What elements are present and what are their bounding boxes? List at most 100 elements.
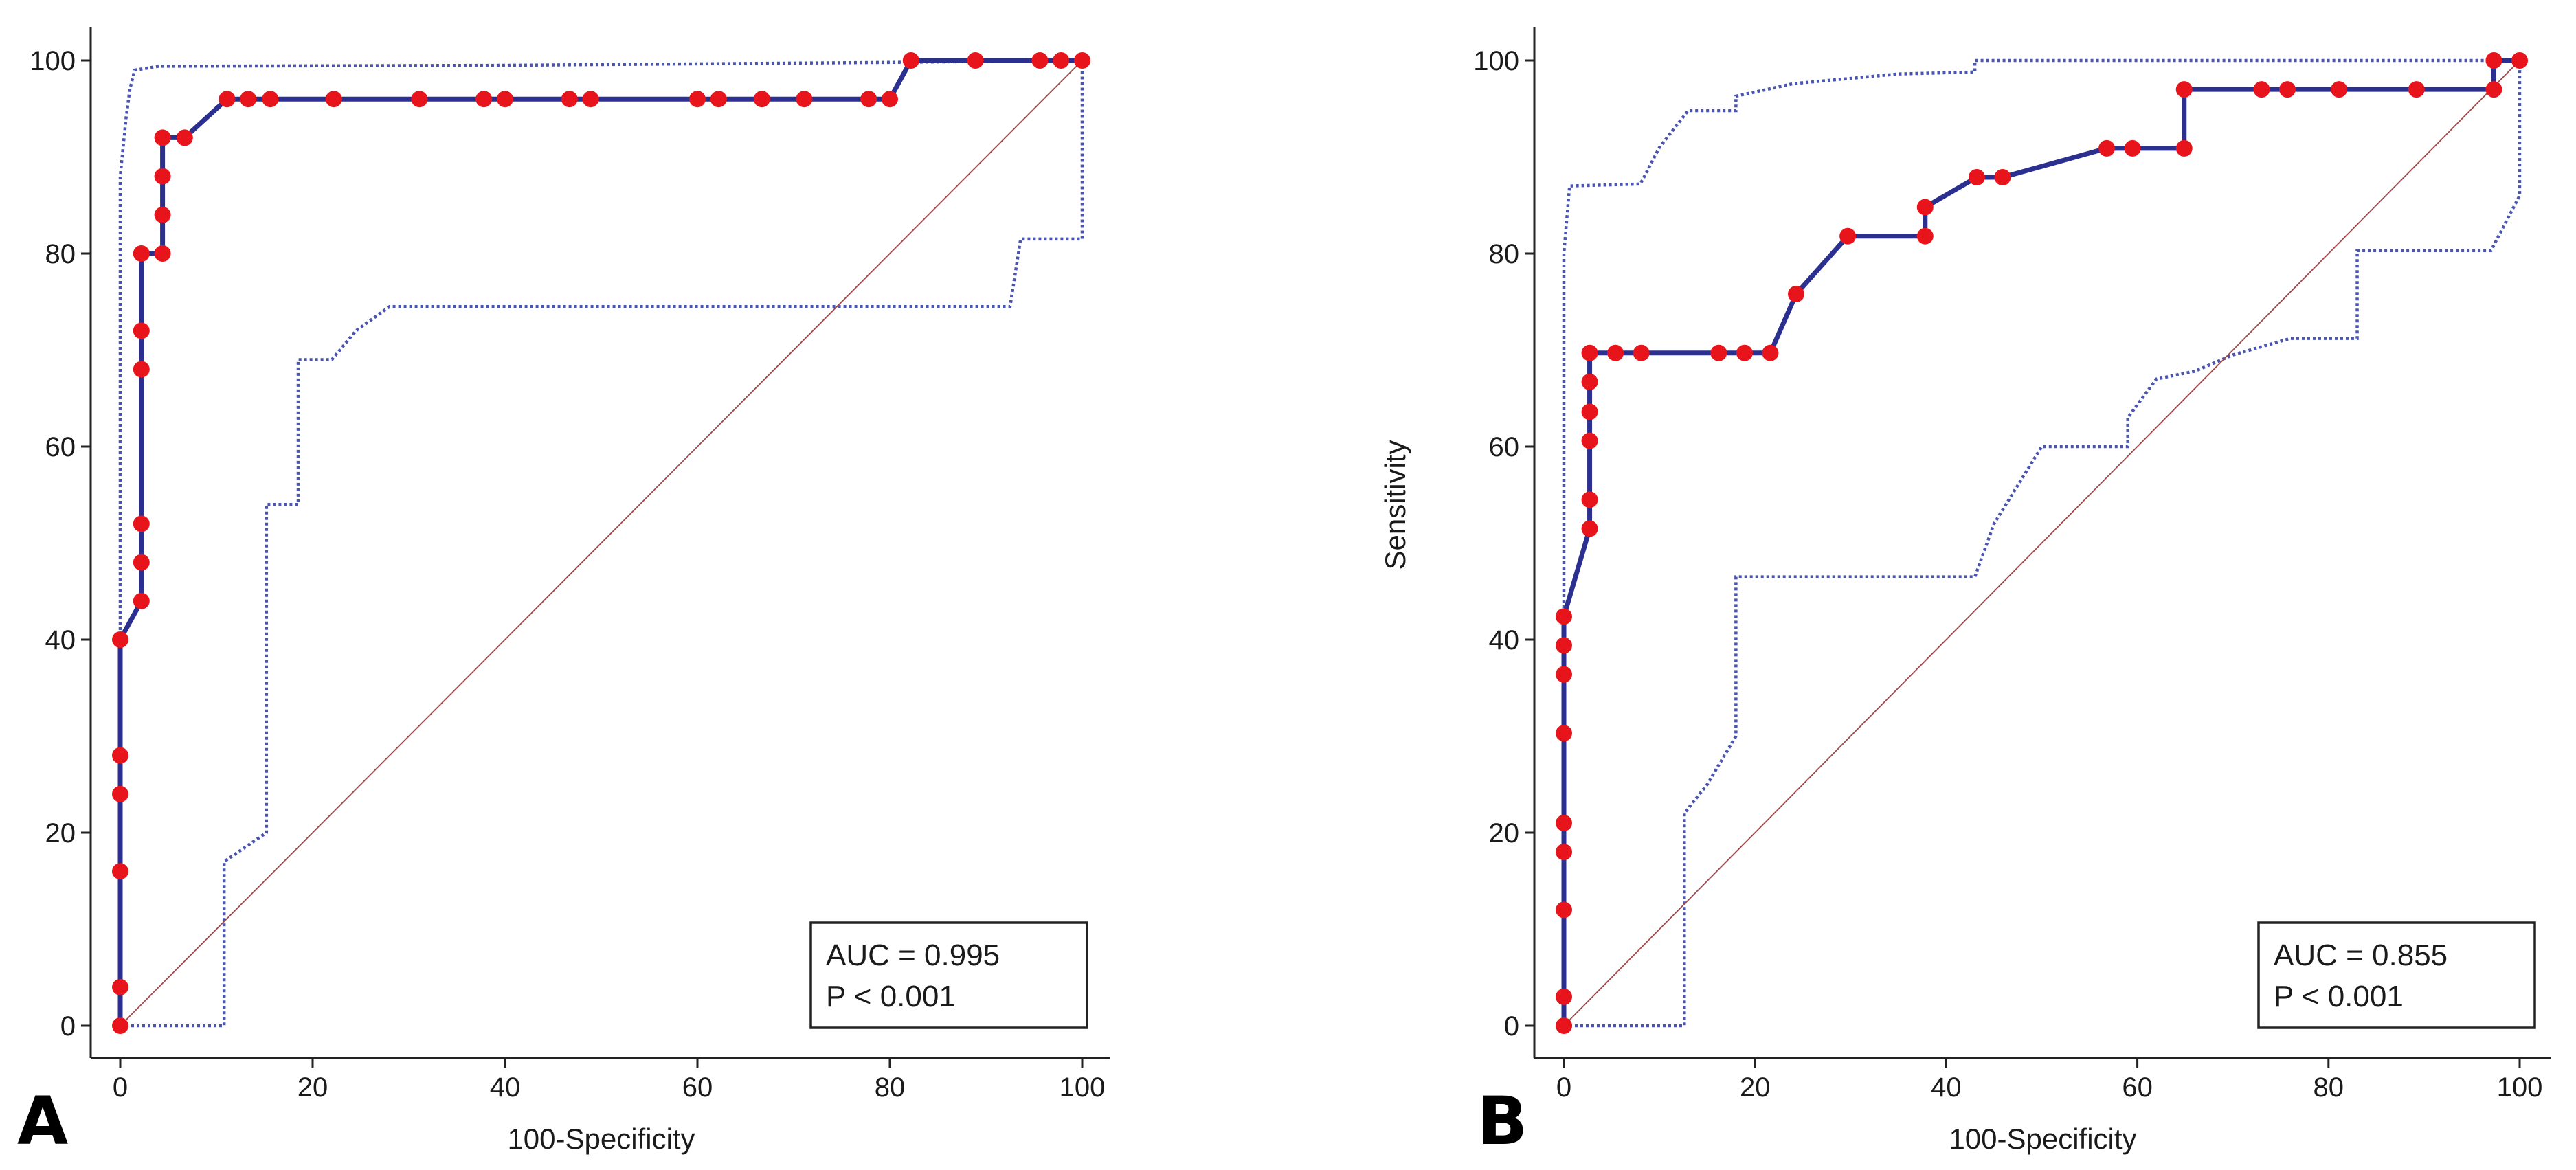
panel-b-roc-point (2408, 81, 2425, 98)
panel-a-roc-point (112, 978, 128, 995)
panel-b-roc-point (1556, 844, 1572, 861)
panel-a-roc-point (1053, 52, 1070, 69)
roc-panel-b: Sensitivity 0 20 40 60 80 100 0 20 40 60 80 100 100-… (1379, 27, 2551, 1160)
panel-a-y-tick-label: 80 (45, 239, 76, 269)
panel-a-y-tick-label: 20 (45, 818, 76, 848)
panel-a-roc-point (133, 322, 150, 339)
panel-b-roc-point (1968, 169, 1985, 186)
panel-b-ci95-ci-upper (1562, 58, 2520, 1026)
panel-b-roc-point (2485, 52, 2502, 69)
panel-b-ylabel: Sensitivity (1379, 440, 1411, 570)
panel-b-x-tick-label: 20 (1740, 1072, 1771, 1103)
panel-b-y-tick-label: 80 (1489, 239, 1520, 269)
panel-b-roc-point (1736, 344, 1753, 361)
panel-b-roc-point (1581, 373, 1598, 390)
panel-b-roc-point (1556, 666, 1572, 683)
panel-a-x-tick-label: 20 (298, 1072, 328, 1103)
panel-a-roc-point (325, 91, 342, 108)
panel-b-roc-point (1839, 227, 1857, 245)
panel-b-roc-point (1556, 725, 1572, 742)
panel-a-ci95-ci-lower (120, 60, 1084, 1028)
panel-a-roc-point (133, 592, 150, 609)
panel-a-roc-point (1074, 52, 1090, 69)
panel-a-roc-point (860, 91, 877, 108)
panel-b-roc-point (2485, 81, 2502, 98)
panel-a-x-tick-label: 100 (1060, 1072, 1106, 1103)
panel-b-roc-point (2331, 81, 2348, 98)
panel-b-roc-point (1556, 1017, 1572, 1034)
panel-a-y-tick-label: 100 (30, 46, 76, 76)
panel-b-roc-point (2175, 139, 2193, 157)
panel-b-ci95-ci-lower (1564, 60, 2522, 1028)
panel-a-roc-point (689, 91, 706, 108)
panel-b-letter: B (1477, 1083, 1527, 1160)
panel-a-roc-point (133, 361, 150, 378)
panel-a-roc-point (882, 91, 898, 108)
panel-b-roc-point (2175, 81, 2193, 98)
panel-a-roc-point (133, 554, 150, 571)
panel-a-x-tick-label: 60 (682, 1072, 713, 1103)
panel-b-roc-point (1556, 814, 1572, 831)
panel-b-x-tick-label: 40 (1931, 1072, 1962, 1103)
panel-a-xlabel: 100-Specificity (507, 1123, 695, 1155)
panel-b-roc-point (2124, 139, 2141, 157)
panel-b-roc-point (1916, 199, 1934, 216)
panel-b-roc-point (1916, 227, 1934, 245)
panel-a-ci95-ci-upper (118, 58, 1083, 1026)
panel-a-roc-point (112, 1017, 128, 1034)
panel-a-roc-point (1031, 52, 1049, 69)
panel-b-y-tick-label: 0 (1504, 1011, 1519, 1042)
panel-a-letter: A (17, 1083, 68, 1160)
panel-a-roc-point (133, 245, 150, 262)
panel-a-y-tick-label: 40 (45, 625, 76, 655)
panel-b-roc-point (1633, 344, 1650, 361)
panel-a-roc-point (154, 245, 171, 262)
panel-b-roc-point (1762, 344, 1779, 361)
panel-b-auc-text: AUC = 0.855 (2274, 938, 2448, 972)
panel-b-x-tick-label: 80 (2314, 1072, 2344, 1103)
panel-b-roc-point (1581, 520, 1598, 537)
panel-b-y-tick-label: 20 (1489, 818, 1520, 848)
panel-a-roc-point (753, 91, 770, 108)
panel-a-roc-point (176, 129, 193, 146)
panel-b-roc-point (2511, 52, 2528, 69)
panel-b-roc-point (1607, 344, 1624, 361)
panel-a-roc-point (902, 52, 919, 69)
panel-a-roc-point (967, 52, 984, 69)
panel-b-roc-point (1710, 344, 1727, 361)
panel-a-roc-point (240, 91, 257, 108)
panel-a-roc-point (796, 91, 813, 108)
panel-b-roc-point (1556, 988, 1572, 1005)
panel-a-roc-point (561, 91, 578, 108)
panel-b-roc-point (1556, 637, 1572, 654)
panel-b-x-tick-label: 100 (2497, 1072, 2543, 1103)
panel-b-roc-point (1556, 901, 1572, 919)
panel-a-roc-point (154, 129, 171, 146)
panel-a-roc-point (262, 91, 279, 108)
panel-a-roc-point (133, 515, 150, 532)
panel-a-roc-point (112, 785, 128, 802)
panel-a-p-value-text: P < 0.001 (826, 980, 956, 1013)
roc-panel-a: 0 20 40 60 80 100 0 20 40 60 80 100 100-Specificity A… (17, 27, 1110, 1160)
panel-a-roc-point (710, 91, 727, 108)
panel-a-roc-point (154, 206, 171, 223)
panel-a-y-tick-label: 0 (60, 1011, 76, 1042)
panel-b-roc-point (1581, 403, 1598, 420)
panel-a-roc-point (112, 631, 128, 648)
panel-b-roc-point (1556, 608, 1572, 625)
panel-b-x-tick-label: 0 (1556, 1072, 1571, 1103)
panel-a-roc-point (497, 91, 513, 108)
panel-b-auc-box (2257, 921, 2536, 1029)
panel-a-roc-point (411, 91, 428, 108)
panel-a-reference-line (120, 60, 1083, 1026)
panel-b-p-value-text: P < 0.001 (2274, 980, 2404, 1013)
panel-b-roc-point (1788, 286, 1805, 303)
panel-b-x-tick-label: 60 (2122, 1072, 2153, 1103)
panel-a-roc-point (219, 91, 236, 108)
panel-a-roc-point (154, 168, 171, 185)
panel-b-reference-line (1563, 60, 2520, 1026)
panel-a-roc-point (112, 863, 128, 880)
panel-a-auc-text: AUC = 0.995 (826, 938, 1000, 972)
panel-b-y-tick-label: 100 (1473, 46, 1519, 76)
